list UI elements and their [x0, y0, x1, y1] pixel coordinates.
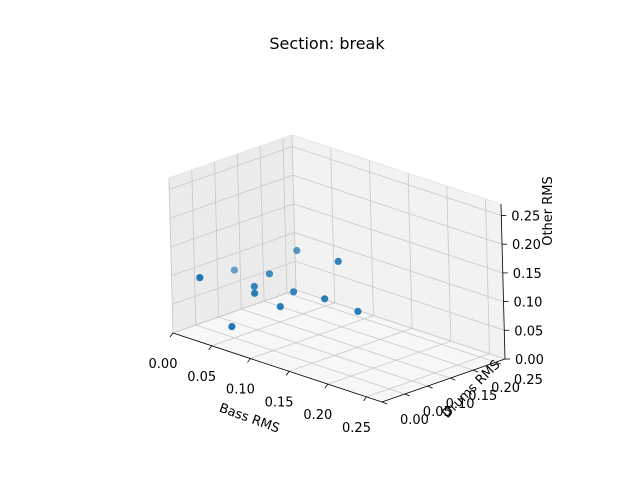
z-gridline [169, 146, 502, 216]
y-tick-mark [404, 393, 410, 397]
data-point [321, 295, 329, 303]
y-tick-label: 0.00 [400, 413, 429, 428]
data-point [230, 266, 238, 274]
y-tick-mark [381, 401, 388, 405]
z-gridline [169, 174, 503, 245]
y-tick-label: 0.25 [514, 373, 543, 388]
x-tick-mark [324, 383, 329, 389]
data-point [276, 303, 284, 311]
z-tick-label: 0.15 [513, 267, 542, 282]
y-tick-mark [427, 385, 433, 389]
y-axis-line [381, 358, 506, 403]
data-point [251, 289, 259, 297]
data-point [228, 323, 236, 331]
grid-lines [168, 134, 506, 403]
x-tick-label: 0.15 [265, 395, 294, 410]
data-point [250, 282, 258, 291]
tick-labels: 0.000.050.100.150.200.250.000.050.100.15… [149, 210, 544, 436]
data-point [354, 307, 362, 315]
data-point [290, 288, 298, 296]
y-tick-label: 0.15 [468, 389, 497, 404]
x-tick-label: 0.00 [149, 357, 178, 372]
y-tick-mark [495, 361, 502, 365]
x-tick-label: 0.10 [226, 383, 255, 398]
z-tick-label: 0.25 [511, 210, 540, 225]
y-gridline [191, 169, 405, 395]
x-gridline [288, 173, 413, 372]
y-tick-label: 0.20 [491, 381, 520, 396]
z-gridline [172, 260, 505, 331]
data-point [265, 270, 274, 278]
chart-title: Section: break [269, 34, 385, 53]
data-points [196, 246, 362, 331]
data-point [293, 246, 301, 255]
x-tick-label: 0.25 [342, 421, 371, 436]
z-tick-label: 0.00 [515, 353, 544, 368]
z-gridline [170, 203, 503, 274]
y-gridline [236, 154, 451, 379]
x-gridline [211, 147, 336, 347]
x-gridline [250, 160, 374, 359]
y-gridline [259, 146, 474, 371]
x-tick-mark [247, 358, 251, 363]
x-tick-mark [363, 396, 367, 402]
axis-panes [168, 134, 507, 403]
z-axis-label: Other RMS [541, 176, 556, 246]
z-tick-label: 0.10 [514, 296, 543, 311]
z-tick-label: 0.05 [514, 324, 543, 339]
x-tick-mark [285, 371, 290, 376]
y-tick-mark [450, 377, 456, 381]
y-gridline [282, 138, 497, 363]
z-axis-line [500, 203, 506, 360]
z-tick-label: 0.20 [512, 238, 541, 253]
x-tick-mark [169, 332, 174, 338]
data-point [334, 257, 342, 265]
data-point [196, 274, 204, 282]
y-gridline [214, 162, 428, 387]
x-axis-line [172, 332, 383, 403]
y-tick-label: 0.10 [446, 397, 475, 412]
x-tick-mark [208, 345, 213, 351]
y-tick-label: 0.05 [423, 405, 452, 420]
y-tick-mark [472, 369, 479, 373]
x-tick-label: 0.05 [187, 370, 216, 385]
x-gridline [327, 186, 452, 385]
x-tick-label: 0.20 [303, 408, 332, 423]
x-gridline [366, 198, 490, 398]
z-gridline [171, 232, 504, 302]
axis-lines [172, 203, 506, 403]
